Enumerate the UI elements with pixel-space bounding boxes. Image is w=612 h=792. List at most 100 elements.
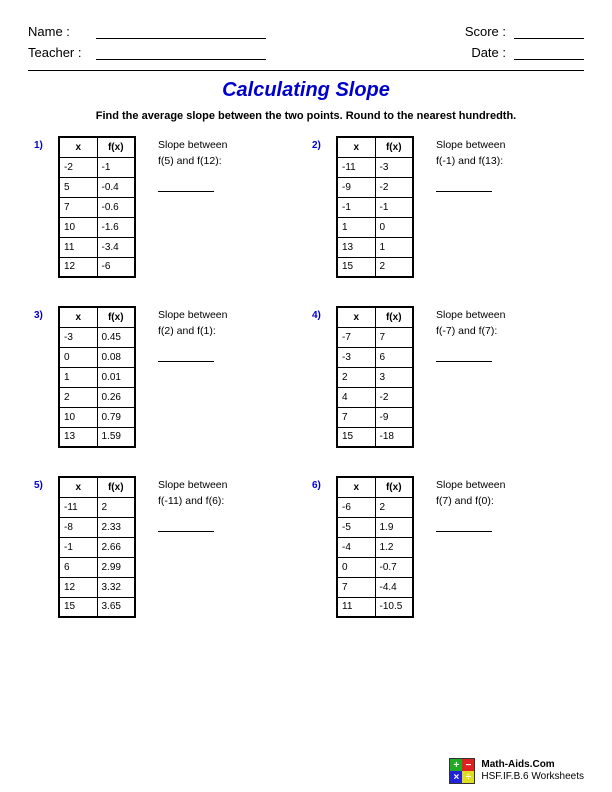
header-rule bbox=[28, 70, 584, 71]
cell-x: 13 bbox=[337, 237, 375, 257]
col-x-header: x bbox=[59, 307, 97, 327]
cell-x: 10 bbox=[59, 217, 97, 237]
table-row: 62.99 bbox=[59, 557, 135, 577]
problem: 1)xf(x)-2-15-0.47-0.610-1.611-3.412-6Slo… bbox=[28, 136, 306, 278]
slope-prompt: Slope betweenf(-1) and f(13): bbox=[422, 136, 505, 278]
table-row: 0-0.7 bbox=[337, 557, 413, 577]
answer-blank[interactable] bbox=[436, 520, 492, 532]
problems-grid: 1)xf(x)-2-15-0.47-0.610-1.611-3.412-6Slo… bbox=[28, 136, 584, 646]
cell-x: -11 bbox=[59, 497, 97, 517]
slope-between-values: f(7) and f(0): bbox=[436, 494, 505, 510]
table-row: -12.66 bbox=[59, 537, 135, 557]
cell-fx: 3.32 bbox=[97, 577, 135, 597]
slope-between-values: f(5) and f(12): bbox=[158, 154, 227, 170]
cell-x: -8 bbox=[59, 517, 97, 537]
cell-x: -1 bbox=[337, 197, 375, 217]
table-row: -1-1 bbox=[337, 197, 413, 217]
slope-prompt: Slope betweenf(7) and f(0): bbox=[422, 476, 505, 618]
col-fx-header: f(x) bbox=[375, 477, 413, 497]
slope-prompt: Slope betweenf(2) and f(1): bbox=[144, 306, 227, 448]
question-number: 2) bbox=[312, 136, 328, 278]
table-row: 00.08 bbox=[59, 347, 135, 367]
table-row: -62 bbox=[337, 497, 413, 517]
score-blank[interactable] bbox=[514, 25, 584, 39]
cell-fx: -6 bbox=[97, 257, 135, 277]
cell-x: 2 bbox=[337, 367, 375, 387]
cell-x: -5 bbox=[337, 517, 375, 537]
answer-blank[interactable] bbox=[158, 520, 214, 532]
answer-blank[interactable] bbox=[158, 180, 214, 192]
xy-table: xf(x)-77-36234-27-915-18 bbox=[336, 306, 414, 448]
table-row: 4-2 bbox=[337, 387, 413, 407]
cell-fx: -2 bbox=[375, 177, 413, 197]
problem: 3)xf(x)-30.4500.0810.0120.26100.79131.59… bbox=[28, 306, 306, 448]
name-label: Name : bbox=[28, 24, 88, 39]
xy-table: xf(x)-11-3-9-2-1-110131152 bbox=[336, 136, 414, 278]
header-fields: Name : Teacher : Score : Date : bbox=[28, 24, 584, 60]
slope-between-values: f(-11) and f(6): bbox=[158, 494, 227, 510]
cell-fx: -0.6 bbox=[97, 197, 135, 217]
table-row: 15-18 bbox=[337, 427, 413, 447]
cell-fx: -10.5 bbox=[375, 597, 413, 617]
table-row: 10.01 bbox=[59, 367, 135, 387]
question-number: 5) bbox=[34, 476, 50, 618]
cell-fx: 1.59 bbox=[97, 427, 135, 447]
question-number: 3) bbox=[34, 306, 50, 448]
problem: 4)xf(x)-77-36234-27-915-18Slope betweenf… bbox=[306, 306, 584, 448]
cell-fx: 2.66 bbox=[97, 537, 135, 557]
answer-blank[interactable] bbox=[436, 180, 492, 192]
cell-fx: 0.08 bbox=[97, 347, 135, 367]
table-row: 7-9 bbox=[337, 407, 413, 427]
cell-fx: 3.65 bbox=[97, 597, 135, 617]
cell-fx: 3 bbox=[375, 367, 413, 387]
xy-table: xf(x)-112-82.33-12.6662.99123.32153.65 bbox=[58, 476, 136, 618]
cell-fx: -9 bbox=[375, 407, 413, 427]
table-row: 153.65 bbox=[59, 597, 135, 617]
col-fx-header: f(x) bbox=[375, 137, 413, 157]
table-row: -2-1 bbox=[59, 157, 135, 177]
cell-x: 7 bbox=[337, 407, 375, 427]
teacher-blank[interactable] bbox=[96, 46, 266, 60]
cell-x: 1 bbox=[337, 217, 375, 237]
slope-between-label: Slope between bbox=[436, 478, 505, 494]
table-row: 131.59 bbox=[59, 427, 135, 447]
slope-between-values: f(-1) and f(13): bbox=[436, 154, 505, 170]
teacher-label: Teacher : bbox=[28, 45, 88, 60]
cell-x: -3 bbox=[59, 327, 97, 347]
score-label: Score : bbox=[458, 24, 506, 39]
cell-x: 15 bbox=[337, 427, 375, 447]
cell-fx: 2.99 bbox=[97, 557, 135, 577]
slope-between-label: Slope between bbox=[436, 138, 505, 154]
cell-fx: 1.2 bbox=[375, 537, 413, 557]
table-row: 23 bbox=[337, 367, 413, 387]
question-number: 4) bbox=[312, 306, 328, 448]
cell-x: 10 bbox=[59, 407, 97, 427]
xy-table: xf(x)-62-51.9-41.20-0.77-4.411-10.5 bbox=[336, 476, 414, 618]
date-label: Date : bbox=[458, 45, 506, 60]
xy-table: xf(x)-30.4500.0810.0120.26100.79131.59 bbox=[58, 306, 136, 448]
table-row: 12-6 bbox=[59, 257, 135, 277]
cell-fx: -0.7 bbox=[375, 557, 413, 577]
cell-x: 15 bbox=[59, 597, 97, 617]
col-fx-header: f(x) bbox=[97, 137, 135, 157]
cell-x: 12 bbox=[59, 577, 97, 597]
slope-between-label: Slope between bbox=[436, 308, 505, 324]
cell-x: 1 bbox=[59, 367, 97, 387]
question-number: 6) bbox=[312, 476, 328, 618]
cell-x: 11 bbox=[59, 237, 97, 257]
date-blank[interactable] bbox=[514, 46, 584, 60]
table-row: -30.45 bbox=[59, 327, 135, 347]
answer-blank[interactable] bbox=[436, 350, 492, 362]
col-x-header: x bbox=[337, 307, 375, 327]
cell-x: 13 bbox=[59, 427, 97, 447]
cell-x: 7 bbox=[59, 197, 97, 217]
answer-blank[interactable] bbox=[158, 350, 214, 362]
xy-table: xf(x)-2-15-0.47-0.610-1.611-3.412-6 bbox=[58, 136, 136, 278]
cell-fx: -2 bbox=[375, 387, 413, 407]
slope-prompt: Slope betweenf(5) and f(12): bbox=[144, 136, 227, 278]
table-row: -36 bbox=[337, 347, 413, 367]
name-blank[interactable] bbox=[96, 25, 266, 39]
slope-prompt: Slope betweenf(-11) and f(6): bbox=[144, 476, 227, 618]
table-row: -112 bbox=[59, 497, 135, 517]
cell-x: -11 bbox=[337, 157, 375, 177]
